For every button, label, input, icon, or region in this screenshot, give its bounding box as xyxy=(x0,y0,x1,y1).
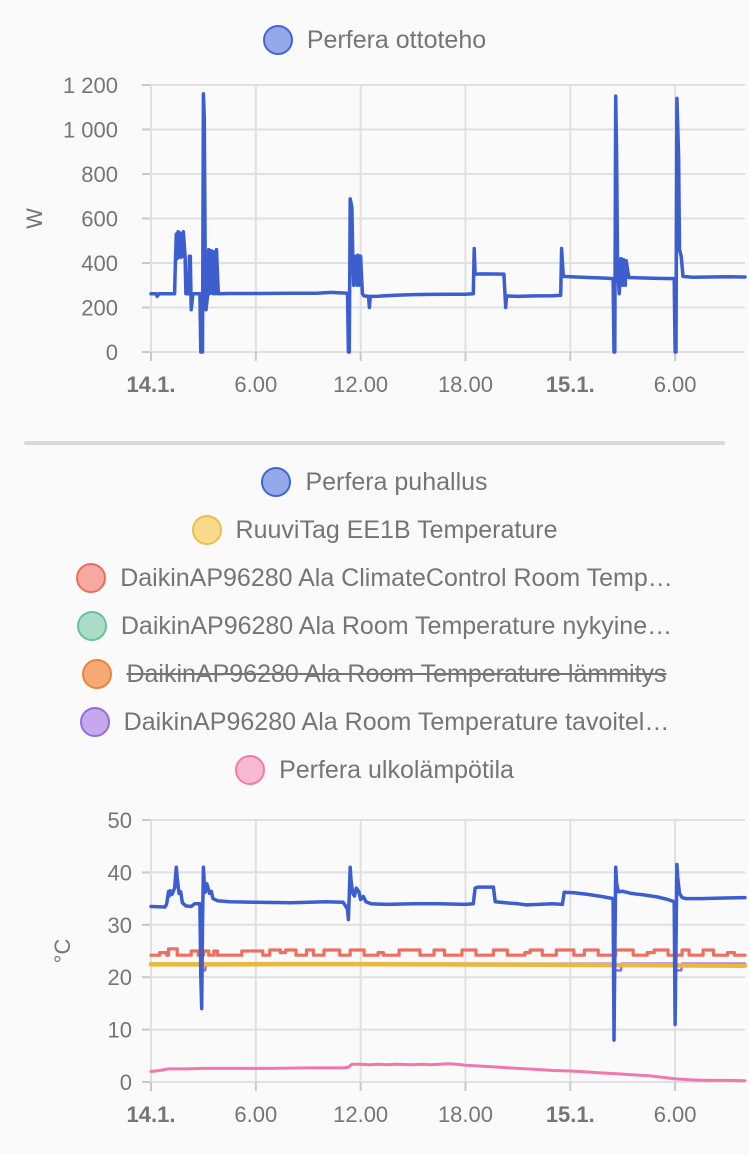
y-tick-label: 600 xyxy=(81,207,118,232)
series-ruuvitag-ee1b-temperature xyxy=(148,961,748,968)
x-tick-label: 14.1. xyxy=(127,1102,176,1127)
perfera-ulkol-mp-tila-swatch-icon xyxy=(235,755,266,785)
x-tick-label: 12.00 xyxy=(333,1102,388,1127)
legend-item-perfera-ulkol-mp-tila[interactable]: Perfera ulkolämpötila xyxy=(0,746,749,794)
x-tick-label: 6.00 xyxy=(234,372,277,397)
perfera-ottoteho-swatch-icon xyxy=(262,25,293,55)
y-tick-label: 200 xyxy=(81,296,118,321)
legend-label: DaikinAP96280 Ala ClimateControl Room Te… xyxy=(120,563,673,592)
legend-item-daikinap96280-ala-room-temperature-nykyine[interactable]: DaikinAP96280 Ala Room Temperature nykyi… xyxy=(0,602,749,650)
y-tick-label: 40 xyxy=(108,860,132,885)
section-divider xyxy=(24,441,725,445)
y-tick-label: 400 xyxy=(81,251,118,276)
y-tick-label: 10 xyxy=(108,1018,132,1043)
y-axis-unit: °C xyxy=(50,939,75,964)
power-chart[interactable]: 0 200 400 600 800 1 000 1 200 14.1. 6.00 12.00 18.… xyxy=(0,75,749,415)
legend-label: DaikinAP96280 Ala Room Temperature nykyi… xyxy=(120,611,673,640)
x-tick-label: 18.00 xyxy=(438,1102,493,1127)
perfera-puhallus-swatch-icon xyxy=(261,467,292,497)
legend-item-daikinap96280-ala-climatecontrol-room-temp[interactable]: DaikinAP96280 Ala ClimateControl Room Te… xyxy=(0,554,749,602)
power-chart-legend: Perfera ottoteho xyxy=(0,20,749,60)
x-tick-label: 6.00 xyxy=(654,1102,697,1127)
legend-label: Perfera ottoteho xyxy=(306,25,487,54)
temperature-chart[interactable]: 0 10 20 30 40 50 14.1. 6.00 12.00 18.00 15.1. 6.00 °… xyxy=(0,795,749,1155)
legend-label: RuuviTag EE1B Temperature xyxy=(235,515,558,544)
y-tick-label: 1 200 xyxy=(63,75,118,98)
x-tick-label: 15.1. xyxy=(546,372,595,397)
y-axis-unit: W xyxy=(22,208,47,229)
legend-label: DaikinAP96280 Ala Room Temperature tavoi… xyxy=(123,707,670,736)
y-tick-label: 1 000 xyxy=(63,118,118,143)
legend-item-daikinap96280-ala-room-temperature-l-mmitys[interactable]: DaikinAP96280 Ala Room Temperature lämmi… xyxy=(0,650,749,698)
legend-item-ruuvitag-ee1b-temperature[interactable]: RuuviTag EE1B Temperature xyxy=(0,506,749,554)
legend-item-daikinap96280-ala-room-temperature-tavoitel[interactable]: DaikinAP96280 Ala Room Temperature tavoi… xyxy=(0,698,749,746)
temperature-chart-legend: Perfera puhallus RuuviTag EE1B Temperatur… xyxy=(0,458,749,794)
daikinap96280-ala-room-temperature-nykyine-swatch-icon xyxy=(76,611,107,641)
y-tick-label: 30 xyxy=(108,913,132,938)
daikinap96280-ala-room-temperature-l-mmitys-swatch-icon xyxy=(82,659,113,689)
x-tick-label: 6.00 xyxy=(234,1102,277,1127)
x-tick-label: 6.00 xyxy=(654,372,697,397)
legend-label: Perfera puhallus xyxy=(305,467,488,496)
series-daikinap96280-ala-climatecontrol-room-temp xyxy=(149,947,747,957)
y-tick-label: 800 xyxy=(81,162,118,187)
series-perfera-puhallus xyxy=(149,862,747,1042)
y-tick-label: 20 xyxy=(108,965,132,990)
legend-label: Perfera ulkolämpötila xyxy=(279,755,514,784)
y-tick-label: 0 xyxy=(120,1070,132,1095)
x-tick-label: 12.00 xyxy=(333,372,388,397)
series-perfera-ulkol-mp-tila xyxy=(149,1062,747,1083)
x-tick-label: 14.1. xyxy=(127,372,176,397)
legend-item-perfera-puhallus[interactable]: Perfera puhallus xyxy=(0,458,749,506)
y-tick-label: 50 xyxy=(108,808,132,833)
x-tick-label: 18.00 xyxy=(438,372,493,397)
daikinap96280-ala-room-temperature-tavoitel-swatch-icon xyxy=(79,707,110,737)
x-tick-label: 15.1. xyxy=(546,1102,595,1127)
series-perfera-ottoteho xyxy=(149,92,747,354)
ruuvitag-ee1b-temperature-swatch-icon xyxy=(191,515,222,545)
daikinap96280-ala-climatecontrol-room-temp-swatch-icon xyxy=(76,563,107,593)
legend-label: DaikinAP96280 Ala Room Temperature lämmi… xyxy=(126,659,667,688)
legend-item-perfera-ottoteho[interactable]: Perfera ottoteho xyxy=(0,20,749,60)
y-tick-label: 0 xyxy=(106,340,118,365)
